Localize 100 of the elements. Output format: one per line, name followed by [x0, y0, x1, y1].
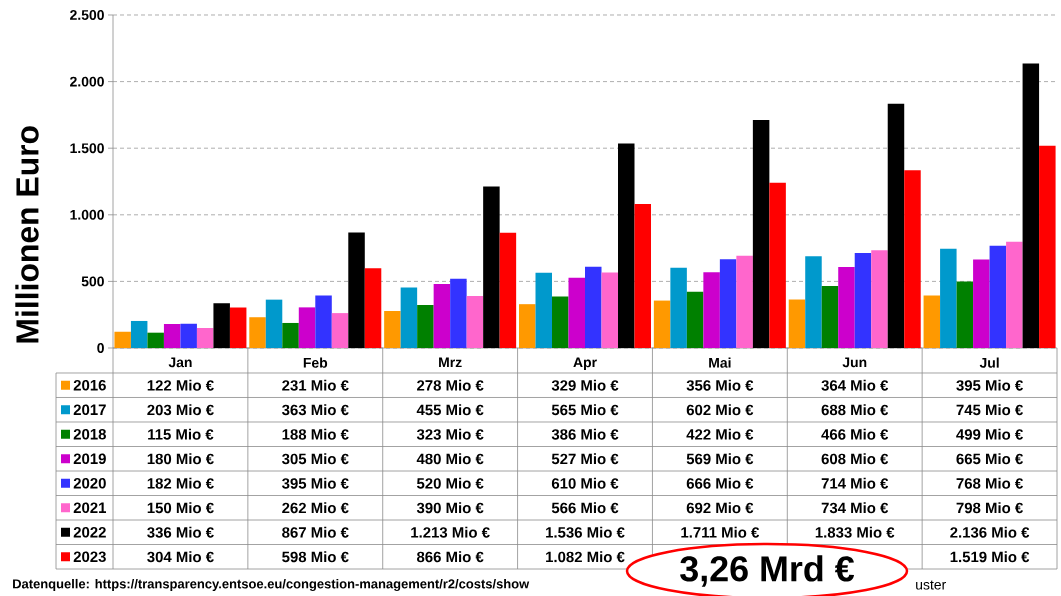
legend-label: 2023	[73, 551, 106, 563]
data-label: 1.519 Mio €	[950, 551, 1030, 563]
y-tick-label: 1.000	[70, 209, 104, 220]
bar	[282, 322, 299, 348]
data-label: 395 Mio €	[956, 379, 1023, 391]
text: 3,26 Mrd €	[680, 555, 855, 587]
bar	[315, 295, 332, 348]
bar	[450, 278, 467, 348]
data-label: 278 Mio €	[417, 379, 484, 391]
legend-label: 2019	[73, 453, 106, 465]
bar	[923, 295, 941, 348]
bar	[601, 272, 618, 348]
data-label: 768 Mio €	[956, 477, 1023, 489]
bar	[940, 248, 957, 348]
bar	[585, 266, 602, 348]
bar	[854, 252, 872, 348]
data-label: 182 Mio €	[147, 477, 214, 489]
bar	[871, 250, 888, 348]
data-label: 1.082 Mio €	[546, 551, 625, 563]
bar	[805, 256, 822, 348]
bar	[114, 331, 131, 348]
data-label: 1.833 Mio €	[815, 526, 895, 538]
legend-label: 2022	[73, 526, 106, 538]
data-label: 565 Mio €	[551, 404, 619, 416]
bar	[519, 304, 536, 348]
data-label: 734 Mio €	[821, 502, 889, 514]
data-label: 520 Mio €	[416, 477, 484, 489]
bar	[348, 232, 365, 348]
x-tick-label: Mrz	[439, 357, 462, 368]
bar	[163, 324, 181, 348]
bar	[364, 268, 382, 348]
bar	[384, 310, 401, 348]
data-label: 499 Mio €	[956, 428, 1023, 440]
bar	[618, 143, 635, 348]
bar	[670, 267, 687, 348]
y-tick-label: 500	[81, 276, 104, 287]
data-label: 364 Mio €	[821, 379, 889, 391]
bar	[973, 259, 990, 348]
data-label: 665 Mio €	[956, 453, 1023, 465]
bar	[686, 291, 704, 348]
x-tick-label: Feb	[303, 357, 328, 368]
data-label: 714 Mio €	[821, 477, 889, 489]
data-label: 480 Mio €	[416, 453, 484, 465]
data-label: 867 Mio €	[282, 526, 349, 538]
bar	[433, 284, 451, 348]
legend-label: 2021	[73, 502, 107, 514]
data-label: 231 Mio €	[282, 379, 349, 391]
y-tick-label: 2.500	[70, 10, 104, 20]
data-label: 569 Mio €	[686, 453, 754, 465]
data-label: 363 Mio €	[282, 404, 349, 416]
data-label: 329 Mio €	[551, 379, 619, 391]
bar	[736, 255, 753, 348]
y-axis-title: Millionen Euro	[15, 126, 39, 343]
data-label: 2.136 Mio €	[950, 526, 1030, 538]
bar	[298, 307, 316, 348]
data-label: 598 Mio €	[282, 551, 349, 563]
legend-label: 2020	[73, 477, 106, 489]
bar	[788, 299, 806, 348]
x-tick-label: Jun	[842, 357, 867, 368]
data-label: 356 Mio €	[686, 379, 754, 391]
data-label: 304 Mio €	[147, 551, 214, 563]
bar	[1022, 63, 1040, 348]
bar	[1006, 241, 1023, 348]
data-label: 745 Mio €	[956, 404, 1023, 416]
bar	[130, 320, 148, 348]
y-tick-label: 0	[97, 343, 104, 353]
data-label: 262 Mio €	[282, 502, 349, 514]
x-tick-label: Apr	[573, 357, 597, 370]
bar	[904, 170, 921, 348]
data-label: 305 Mio €	[282, 453, 349, 465]
data-label: 122 Mio €	[147, 379, 214, 391]
bar	[887, 103, 905, 348]
data-label: 602 Mio €	[686, 404, 754, 416]
data-label: 323 Mio €	[416, 428, 484, 440]
data-label: 466 Mio €	[821, 428, 889, 440]
data-label: 390 Mio €	[416, 502, 484, 514]
text: Datenquelle: https://transparency.entsoe.eu/congestion-management/r2/costs/show	[13, 578, 530, 592]
data-label: 1.536 Mio €	[546, 526, 625, 538]
bar	[196, 328, 214, 348]
data-label: 1.711 Mio €	[681, 526, 760, 538]
x-tick-label: Mai	[709, 357, 731, 368]
bar	[769, 182, 786, 348]
data-label: 455 Mio €	[416, 404, 484, 416]
data-label: 386 Mio €	[551, 428, 619, 440]
bar	[568, 277, 585, 348]
bar	[483, 186, 500, 348]
bar	[821, 285, 839, 348]
bar	[1039, 145, 1056, 348]
data-label: 395 Mio €	[282, 477, 349, 489]
data-label: 566 Mio €	[551, 502, 619, 514]
bar	[719, 259, 737, 348]
bar	[147, 332, 164, 348]
data-label: 1.213 Mio €	[411, 526, 490, 538]
bar	[634, 203, 651, 348]
bar	[838, 267, 855, 348]
bar	[331, 313, 349, 348]
bar	[213, 303, 230, 348]
bar	[400, 287, 418, 348]
bar	[417, 304, 434, 348]
bar	[752, 120, 770, 348]
